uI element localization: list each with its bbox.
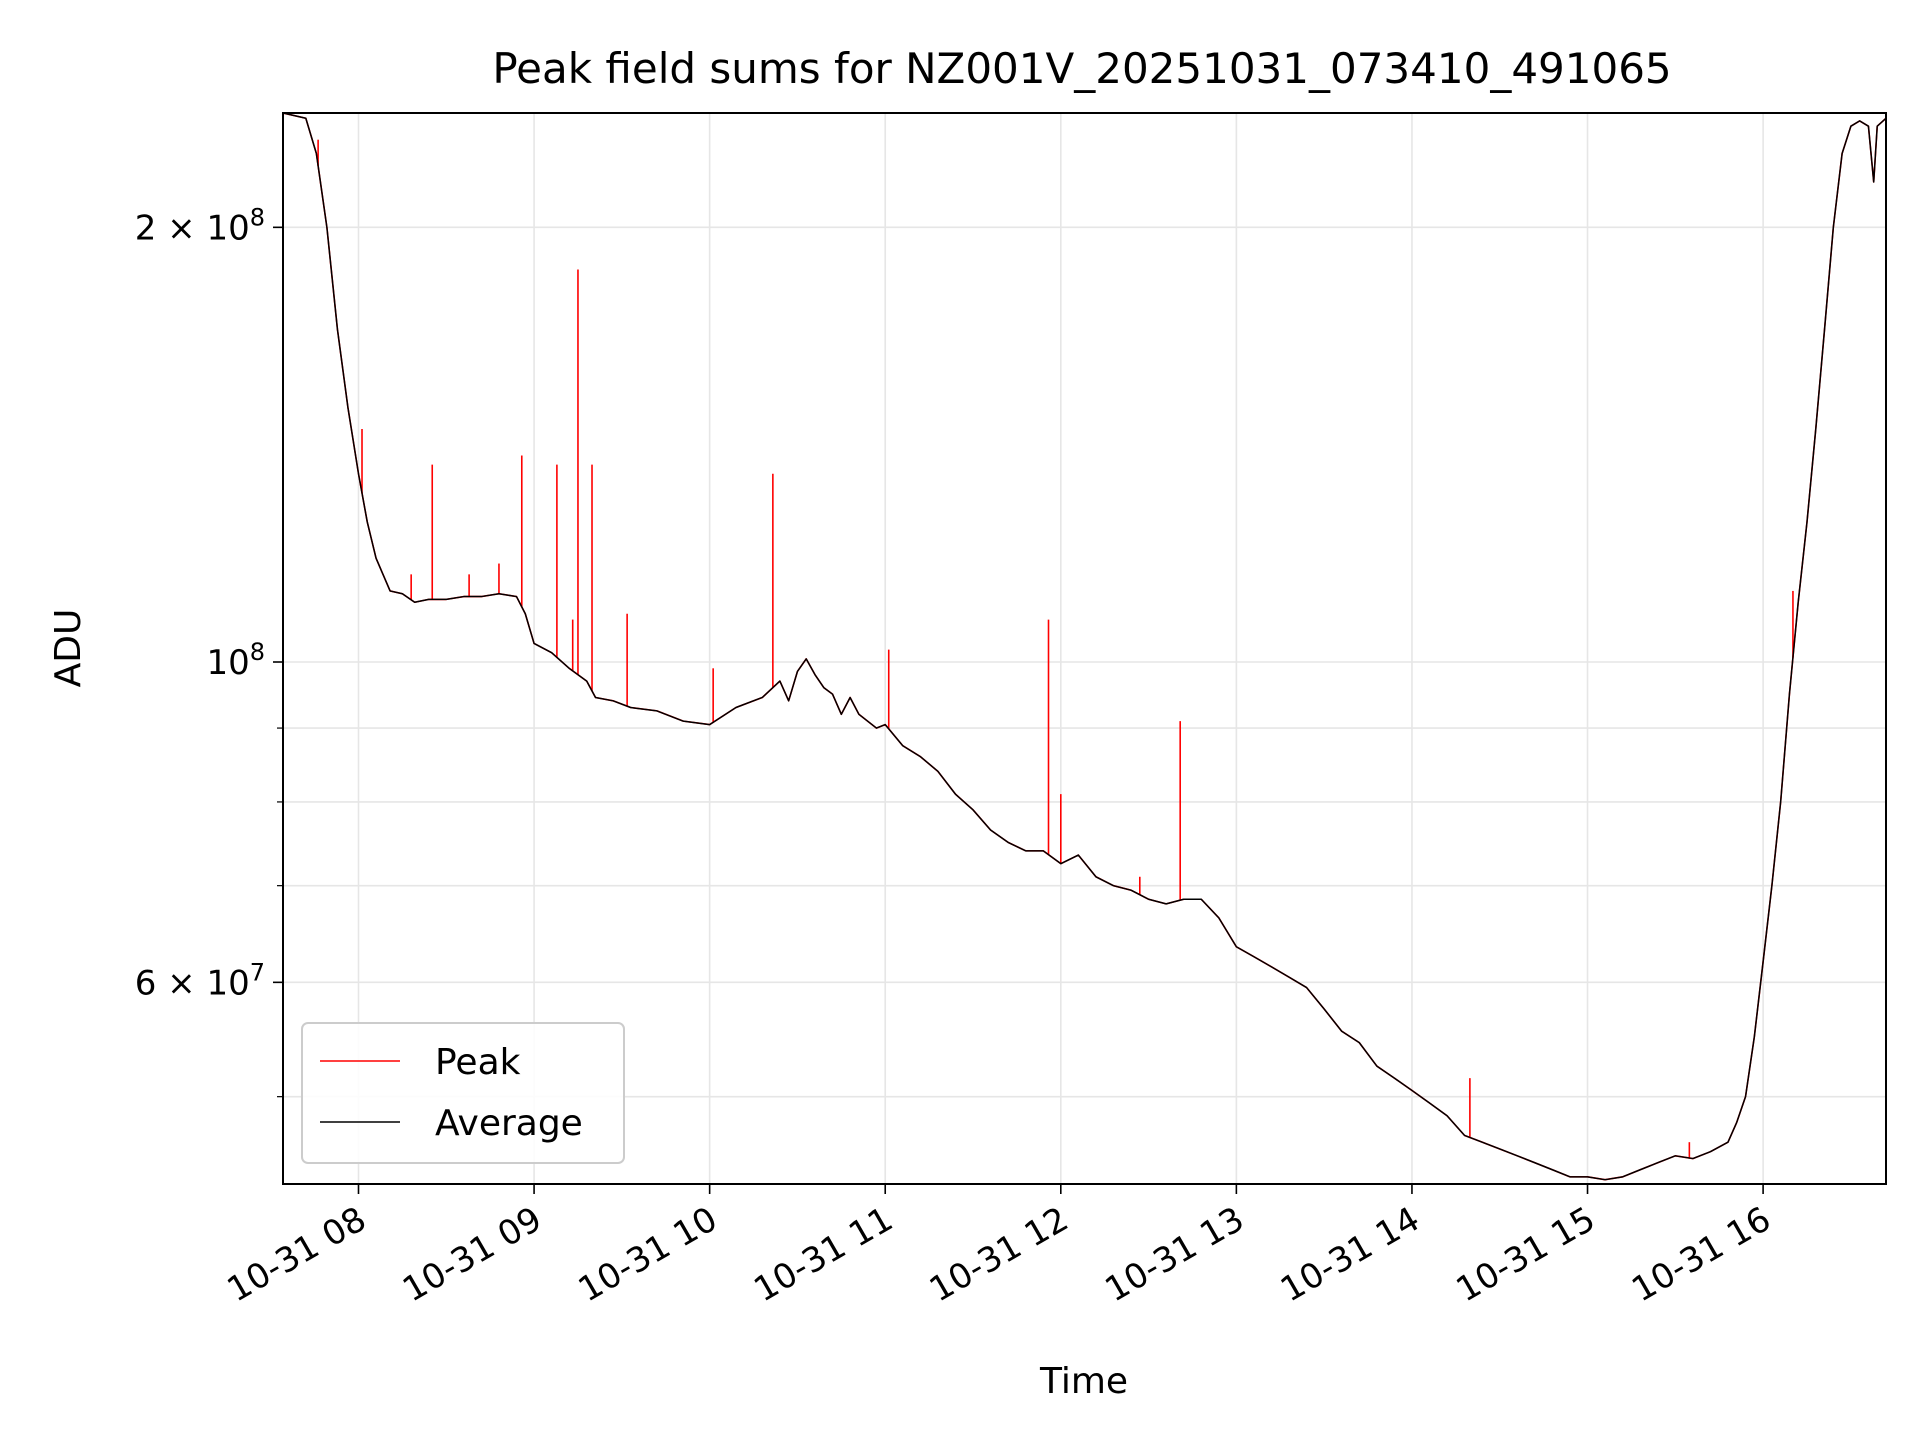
legend-label-peak: Peak	[435, 1042, 521, 1083]
y-tick-label-base: 2 × 10	[135, 208, 250, 248]
y-tick-label-exponent: 7	[250, 958, 265, 986]
y-tick-label: 6 × 107	[135, 958, 265, 1003]
y-tick-label: 108	[206, 638, 265, 683]
legend: Peak Average	[301, 1022, 625, 1164]
series-group	[283, 113, 1886, 1181]
y-tick-label-base: 10	[206, 643, 249, 683]
plot-frame	[282, 112, 1887, 1185]
chart-title: Peak field sums for NZ001V_20251031_0734…	[492, 44, 1671, 93]
series-average-line	[283, 113, 1886, 1181]
y-tick-label-exponent: 8	[250, 203, 265, 231]
y-tick-label: 2 × 108	[135, 203, 265, 248]
y-axis-label: ADU	[48, 609, 89, 688]
legend-label-average: Average	[435, 1103, 583, 1144]
plot-area	[283, 113, 1886, 1184]
y-tick-label-base: 6 × 10	[135, 963, 250, 1003]
y-tick-label-exponent: 8	[250, 638, 265, 666]
x-axis-label: Time	[1039, 1361, 1128, 1402]
legend-frame	[301, 1022, 625, 1164]
